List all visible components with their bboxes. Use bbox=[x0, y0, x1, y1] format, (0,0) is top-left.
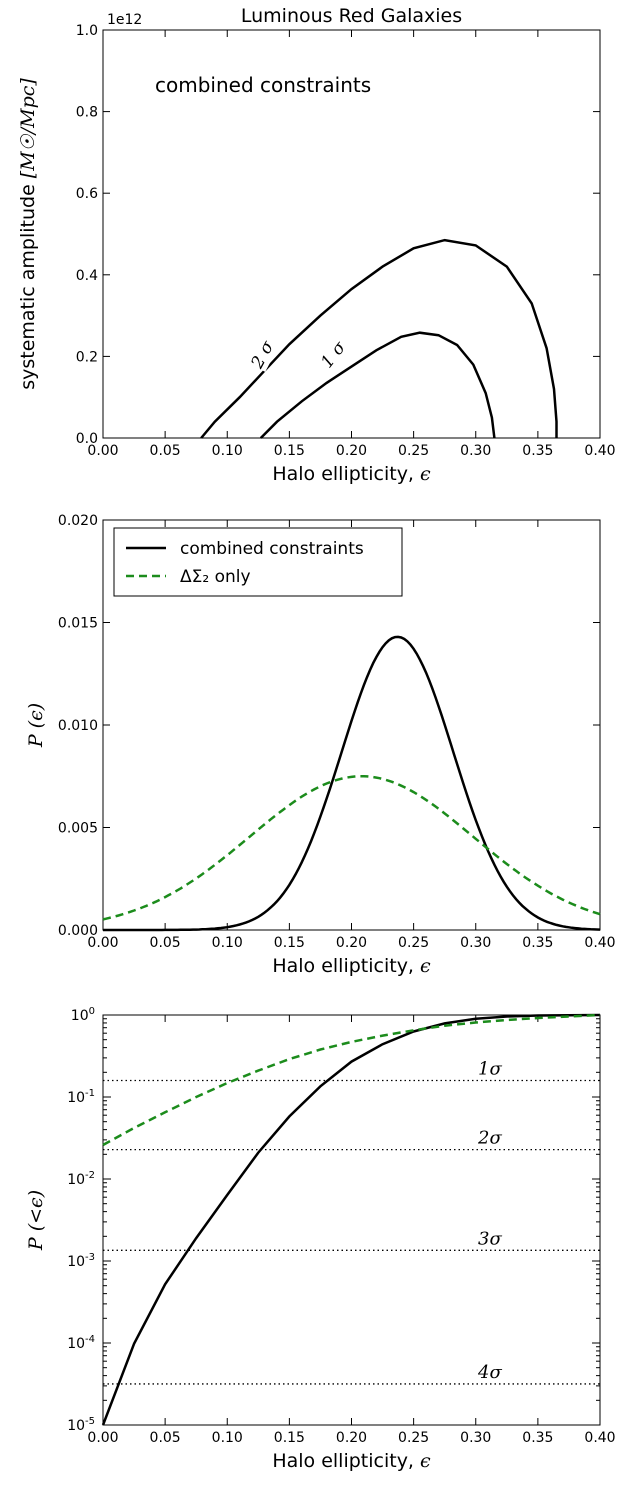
legend-entry: ΔΣ₂ only bbox=[180, 567, 251, 587]
x-tick-label: 0.40 bbox=[584, 1430, 615, 1446]
x-tick-label: 0.05 bbox=[150, 935, 181, 951]
series-deltasigma-cdf bbox=[102, 1013, 601, 1147]
x-axis-label: Halo ellipticity, ϵ bbox=[272, 955, 431, 977]
x-tick-label: 0.15 bbox=[274, 1430, 305, 1446]
x-tick-label: 0.30 bbox=[460, 1430, 491, 1446]
x-tick-label: 0.00 bbox=[87, 443, 118, 459]
x-tick-label: 0.15 bbox=[274, 443, 305, 459]
y-tick-label: 0.0 bbox=[76, 431, 98, 447]
x-tick-label: 0.25 bbox=[398, 443, 429, 459]
y-axis-label: P (<ϵ) bbox=[25, 1190, 47, 1251]
y-tick-label: 0.8 bbox=[76, 105, 98, 121]
x-tick-label: 0.05 bbox=[150, 443, 181, 459]
y-axis-label: systematic amplitude [M☉/Mpc] bbox=[17, 78, 39, 390]
x-tick-label: 0.15 bbox=[274, 935, 305, 951]
cdf-panel: 0.00 0.05 0.10 0.15 0.20 0.25 0.30 0.35 0.40 Halo… bbox=[25, 1006, 616, 1472]
y-tick-label: 10-4 bbox=[67, 1334, 95, 1352]
x-tick-label: 0.10 bbox=[212, 443, 243, 459]
annotation: combined constraints bbox=[155, 73, 371, 97]
x-tick-label: 0.25 bbox=[398, 1430, 429, 1446]
x-tick-label: 0.40 bbox=[584, 443, 615, 459]
contour-panel: Luminous Red Galaxies 0.00 0.05 0.10 0.15 0.2… bbox=[17, 5, 616, 485]
y-tick-label: 0.000 bbox=[58, 923, 98, 939]
x-tick-label: 0.25 bbox=[398, 935, 429, 951]
chart-title: Luminous Red Galaxies bbox=[241, 5, 462, 27]
y-tick-label: 10-2 bbox=[67, 1170, 95, 1188]
legend-entry: combined constraints bbox=[180, 539, 364, 559]
y-tick-label: 0.6 bbox=[76, 186, 98, 202]
x-tick-label: 0.10 bbox=[212, 1430, 243, 1446]
y-tick-label: 0.005 bbox=[58, 821, 98, 837]
legend-box bbox=[113, 527, 403, 597]
plot-frame bbox=[102, 1014, 601, 1426]
x-tick-label: 0.35 bbox=[522, 1430, 553, 1446]
x-tick-label: 0.00 bbox=[87, 935, 118, 951]
x-tick-label: 0.20 bbox=[336, 935, 367, 951]
x-tick-label: 0.40 bbox=[584, 935, 615, 951]
x-tick-label: 0.35 bbox=[522, 935, 553, 951]
contour-1sigma bbox=[259, 331, 496, 439]
contour-label-1sigma-gap bbox=[315, 336, 351, 373]
offset-text: 1e12 bbox=[107, 12, 142, 28]
y-tick-label: 10-1 bbox=[67, 1088, 95, 1106]
x-tick-label: 0.05 bbox=[150, 1430, 181, 1446]
contour-label-1sigma: 1 σ bbox=[317, 338, 350, 373]
sigma-level-label: 2σ bbox=[477, 1128, 502, 1149]
pdf-panel: 0.00 0.05 0.10 0.15 0.20 0.25 0.30 0.35 0.40 Halo… bbox=[25, 513, 616, 977]
sigma-level-label: 3σ bbox=[478, 1228, 502, 1249]
y-tick-label: 0.4 bbox=[76, 268, 98, 284]
contour-label-2sigma: 2 σ bbox=[247, 338, 278, 373]
x-tick-label: 0.30 bbox=[460, 935, 491, 951]
y-tick-label: 0.2 bbox=[76, 349, 98, 365]
y-tick-label: 10-5 bbox=[67, 1416, 95, 1434]
series-deltasigma-line bbox=[102, 775, 601, 921]
x-axis-label: Halo ellipticity, ϵ bbox=[272, 1450, 431, 1472]
y-tick-label: 0.010 bbox=[58, 718, 98, 734]
x-axis-label: Halo ellipticity, ϵ bbox=[272, 463, 431, 485]
x-tick-label: 0.10 bbox=[212, 935, 243, 951]
series-combined-line bbox=[103, 635, 601, 932]
contour-2sigma bbox=[200, 238, 558, 439]
y-tick-label: 100 bbox=[71, 1006, 95, 1024]
y-axis-label: P (ϵ) bbox=[25, 703, 47, 748]
x-tick-label: 0.20 bbox=[336, 443, 367, 459]
y-tick-label: 0.020 bbox=[58, 513, 98, 529]
y-tick-label: 10-3 bbox=[67, 1252, 95, 1270]
x-tick-label: 0.20 bbox=[336, 1430, 367, 1446]
x-tick-label: 0.35 bbox=[522, 443, 553, 459]
y-tick-label: 1.0 bbox=[76, 23, 98, 39]
sigma-level-label: 1σ bbox=[478, 1058, 502, 1079]
x-tick-label: 0.30 bbox=[460, 443, 491, 459]
y-tick-label: 0.015 bbox=[58, 616, 98, 632]
contour-label-2sigma-gap bbox=[245, 336, 279, 372]
series-combined-cdf bbox=[101, 1013, 601, 1426]
x-tick-label: 0.00 bbox=[87, 1430, 118, 1446]
sigma-level-label: 4σ bbox=[477, 1362, 502, 1383]
